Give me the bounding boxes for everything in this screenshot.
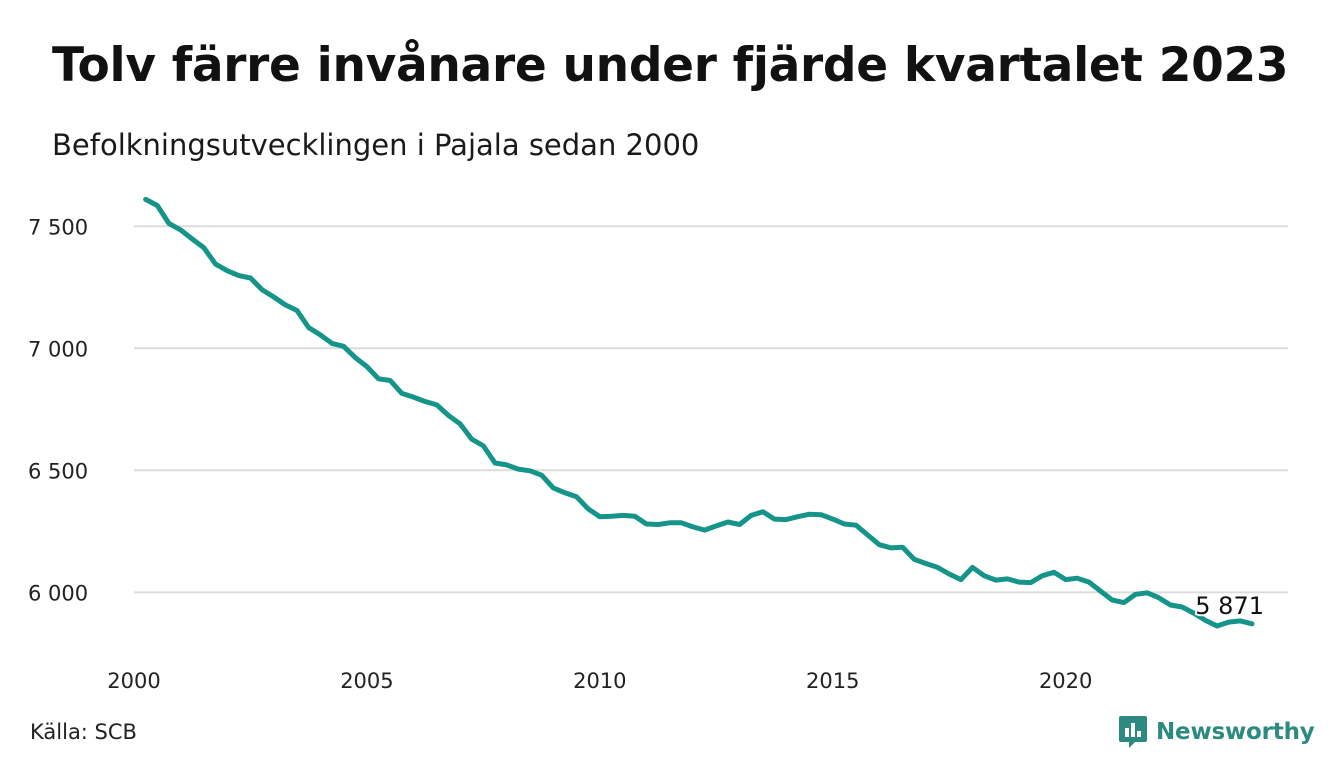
newsworthy-chart-bubble-icon <box>1119 716 1147 748</box>
chart-title: Tolv färre invånare under fjärde kvartal… <box>52 38 1289 93</box>
x-axis-ticks: 2000 2005 2010 2015 2020 <box>107 669 1092 693</box>
series-line <box>143 196 1255 629</box>
y-tick-label: 6 500 <box>28 459 88 483</box>
x-tick-label: 2010 <box>573 669 626 693</box>
y-tick-label: 7 500 <box>28 215 88 239</box>
end-value-label: 5 871 <box>1195 592 1264 620</box>
x-tick-label: 2000 <box>107 669 160 693</box>
chart-subtitle: Befolkningsutvecklingen i Pajala sedan 2… <box>52 128 700 162</box>
data-labels: 5 871 <box>1193 590 1266 622</box>
y-axis-ticks: 6 000 6 500 7 000 7 500 <box>28 215 88 605</box>
y-tick-label: 7 000 <box>28 337 88 361</box>
x-tick-label: 2015 <box>806 669 859 693</box>
x-tick-label: 2005 <box>340 669 393 693</box>
source-note: Källa: SCB <box>30 720 137 744</box>
series-layer <box>143 196 1255 629</box>
x-tick-label: 2020 <box>1039 669 1092 693</box>
y-tick-label: 6 000 <box>28 581 88 605</box>
brand-logo[interactable]: Newsworthy <box>1118 714 1315 750</box>
brand-name: Newsworthy <box>1156 719 1315 745</box>
gridlines <box>134 225 1288 594</box>
